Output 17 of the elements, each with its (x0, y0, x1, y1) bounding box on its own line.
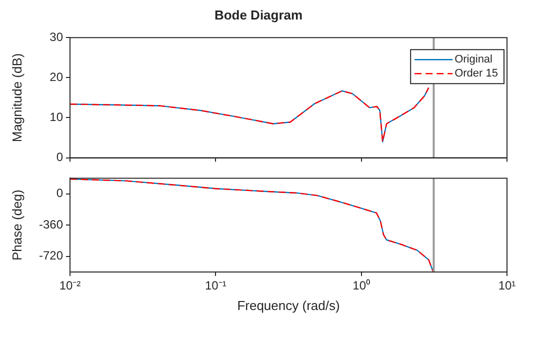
legend-label: Original (454, 54, 492, 66)
x-tick-label: 10⁰ (352, 278, 370, 293)
y-axis-title: Phase (deg) (9, 190, 24, 261)
y-tick-label: 30 (50, 30, 64, 44)
y-tick-label: -720 (38, 248, 64, 263)
y-tick-label: 0 (56, 150, 64, 164)
legend-label: Order 15 (454, 68, 498, 80)
y-tick-label: 20 (50, 70, 64, 84)
y-axis-title: Magnitude (dB) (9, 53, 24, 142)
y-tick-label: 10 (50, 110, 64, 124)
x-tick-label: 10⁻¹ (204, 278, 226, 293)
y-tick-label: 0 (56, 186, 64, 200)
chart-title: Bode Diagram (214, 7, 303, 22)
x-tick-label: 10⁻² (59, 278, 81, 293)
x-tick-label: 10¹ (498, 278, 516, 293)
x-axis-title: Frequency (rad/s) (237, 298, 340, 313)
y-tick-label: -360 (38, 217, 64, 232)
